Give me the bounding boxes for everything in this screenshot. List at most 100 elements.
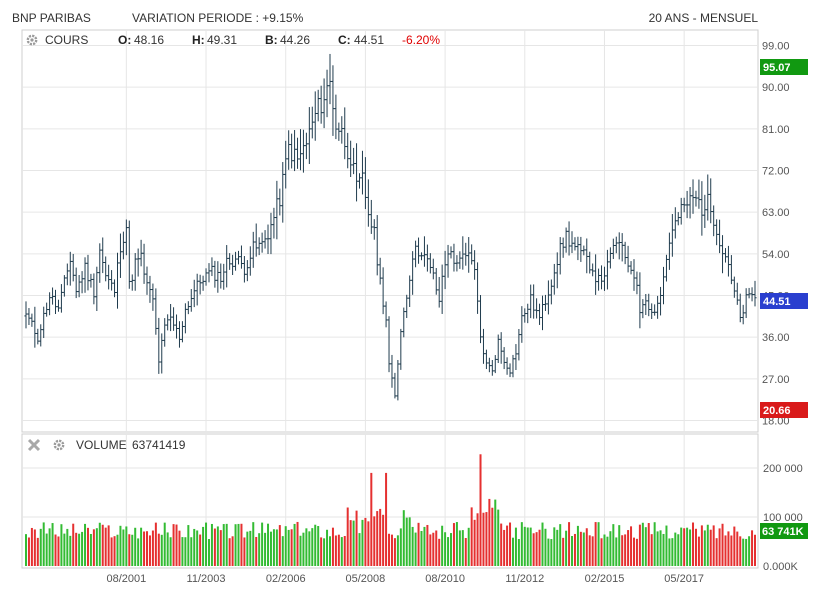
ohlc-bar: [133, 253, 137, 291]
volume-bar: [662, 533, 665, 566]
ohlc-bar: [109, 270, 114, 291]
ohlc-bar: [520, 306, 524, 343]
ohlc-bar: [65, 263, 69, 286]
ohlc-bar: [484, 349, 489, 370]
ohlc-bar: [629, 261, 633, 275]
volume-bar: [264, 532, 267, 566]
volume-bar: [178, 530, 181, 566]
ohlc-bar: [461, 236, 465, 270]
ohlc-bar: [564, 227, 568, 253]
volume-bar: [550, 539, 553, 566]
volume-bar: [724, 535, 727, 566]
ohlc-bar: [425, 244, 429, 272]
ohlc-bar: [349, 140, 353, 177]
ohlc-bar: [422, 236, 427, 267]
volume-bar: [293, 523, 296, 566]
ohlc-bar: [440, 264, 444, 314]
ohlc-bar: [136, 248, 140, 277]
ohlc-bar: [452, 243, 456, 272]
volume-bar: [644, 527, 647, 566]
ohlc-bar: [59, 284, 64, 313]
ohlc-bar: [121, 231, 125, 260]
volume-bar: [579, 531, 582, 566]
ohlc-bar: [101, 237, 105, 274]
volume-bar: [131, 534, 134, 566]
ohlc-bar: [228, 253, 232, 270]
ohlc-bar: [77, 275, 81, 298]
ohlc-bar: [230, 254, 235, 276]
ohlc-bar: [552, 263, 556, 295]
volume-bar: [656, 531, 659, 566]
ohlc-bar: [378, 257, 382, 285]
volume-bar: [609, 531, 612, 566]
ohlc-bar: [732, 276, 736, 298]
volume-bar: [494, 499, 497, 566]
volume-bar: [107, 525, 110, 566]
volume-bar: [408, 517, 411, 566]
ohlc-bar: [310, 106, 314, 139]
volume-bar: [296, 521, 299, 566]
volume-bar: [89, 533, 92, 566]
volume-bar: [101, 524, 104, 566]
volume-bar: [81, 531, 84, 566]
volume-bar: [703, 530, 706, 566]
ohlc-bar: [74, 267, 78, 299]
volume-bar: [390, 534, 393, 566]
volume-bar: [116, 534, 119, 566]
last-price-tag-text: 44.51: [763, 296, 791, 308]
ohlc-bar: [98, 243, 102, 283]
price-y-axis: 99.0090.0081.0072.0063.0054.0045.0036.00…: [762, 41, 790, 428]
ohlc-bar: [393, 372, 397, 399]
period-variation: VARIATION PERIODE : +9.15%: [132, 11, 304, 25]
volume-bar: [269, 531, 272, 566]
volume-bar: [202, 526, 205, 566]
ohlc-bar: [496, 334, 500, 364]
volume-bar: [411, 526, 414, 566]
ohlc-bar: [357, 173, 362, 189]
ohlc-bar: [532, 284, 536, 319]
ohlc-bar: [614, 236, 618, 254]
x-tick-label: 05/2008: [346, 573, 386, 585]
ohlc-bar: [706, 174, 710, 221]
volume-bar: [718, 528, 721, 566]
volume-bar: [562, 537, 565, 566]
volume-bar: [396, 535, 399, 566]
volume-bar: [364, 517, 367, 566]
volume-settings-icon[interactable]: [53, 439, 65, 451]
ohlc-bar: [337, 122, 341, 141]
ohlc-bar: [201, 275, 205, 291]
ohlc-bar: [198, 274, 202, 295]
stock-title: BNP PARIBAS: [12, 11, 91, 25]
period-selector[interactable]: 20 ANS - MENSUEL: [649, 11, 759, 25]
price-settings-icon[interactable]: [26, 34, 38, 46]
volume-bar: [154, 522, 157, 566]
volume-bar: [355, 510, 358, 566]
volume-bar: [597, 522, 600, 566]
max-price-tag: 95.07: [760, 59, 808, 75]
ohlc-bar: [39, 324, 43, 347]
volume-bar: [379, 508, 382, 566]
ohlc-bar: [661, 266, 666, 305]
min-price-tag-text: 20.66: [763, 405, 791, 417]
volume-bar: [470, 507, 473, 566]
volume-bar: [689, 529, 692, 566]
volume-bar: [399, 528, 402, 566]
last-volume-tag: 63 741K: [760, 523, 808, 539]
volume-bar: [255, 536, 258, 566]
volume-bar: [523, 526, 526, 566]
remove-indicator-icon[interactable]: [27, 438, 41, 452]
volume-bar: [39, 528, 42, 566]
ohlc-bar: [635, 271, 639, 295]
volume-bar: [275, 529, 278, 566]
volume-bar: [414, 532, 417, 566]
ohlc-bar: [233, 251, 238, 271]
volume-y-tick-label: 200 000: [763, 463, 803, 475]
ohlc-bar: [366, 179, 370, 227]
ohlc-bar: [502, 347, 506, 370]
volume-bar: [742, 538, 745, 566]
price-y-tick-label: 36.00: [762, 332, 790, 344]
ohlc-bar: [284, 140, 288, 189]
volume-bar: [455, 522, 458, 566]
last-volume-tag-text: 63 741K: [762, 526, 804, 538]
ohlc-bar: [638, 272, 642, 329]
